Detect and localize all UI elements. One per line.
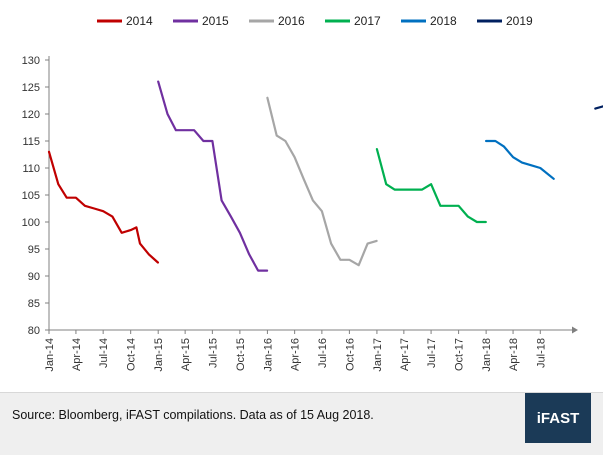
x-tick-label: Apr-15 [180,338,192,371]
ifast-logo: iFAST [525,393,591,443]
y-axis: 80 85 90 95 100 105 110 115 120 125 130 [22,55,50,337]
x-tick-label: Jan-15 [153,338,165,372]
chart: 2014 2015 2016 2017 2018 2019 80 85 90 95 100 105 1… [22,14,603,372]
series-line-2016 [266,96,378,267]
x-tick-label: Apr-17 [399,338,411,371]
source-note: Source: Bloomberg, iFAST compilations. D… [12,408,374,422]
y-tick-label: 110 [22,163,40,175]
x-axis: Jan-14 Apr-14 Jul-14 Oct-14 Jan-15 Apr-15 Jul-… [44,326,578,372]
legend-label-2019: 2019 [506,14,533,28]
series-line-2019 [594,105,603,110]
x-tick-label: Jan-14 [44,338,56,372]
x-tick-label: Jan-17 [372,338,384,372]
x-tick-label: Jul-15 [207,338,219,368]
legend: 2014 2015 2016 2017 2018 2019 [97,14,533,28]
legend-label-2015: 2015 [202,14,229,28]
plot-area [47,80,603,272]
x-tick-label: Oct-17 [454,338,466,371]
y-tick-label: 100 [22,217,40,229]
x-tick-label: Oct-14 [126,338,138,371]
x-tick-label: Jul-17 [426,338,438,368]
footer: Source: Bloomberg, iFAST compilations. D… [0,392,603,455]
x-tick-label: Jul-16 [317,338,329,368]
y-tick-label: 125 [22,82,40,94]
y-tick-label: 105 [22,190,40,202]
y-tick-label: 80 [28,325,40,337]
legend-label-2017: 2017 [354,14,381,28]
y-tick-label: 90 [28,271,40,283]
x-tick-label: Oct-16 [344,338,356,371]
y-tick-label: 85 [28,298,40,310]
x-tick-label: Jan-18 [481,338,493,372]
x-tick-label: Apr-16 [290,338,302,371]
series-line-2014 [47,150,159,264]
y-tick-label: 120 [22,109,40,121]
series-line-2017 [375,148,487,224]
x-tick-label: Apr-14 [71,338,83,371]
x-axis-arrow [572,326,578,334]
legend-label-2016: 2016 [278,14,305,28]
y-tick-label: 115 [22,136,40,148]
x-tick-label: Jul-14 [98,338,110,368]
series-line-2018 [485,139,555,180]
series-line-2015 [157,80,269,272]
y-tick-label: 130 [22,55,40,67]
x-tick-label: Jan-16 [262,338,274,372]
legend-label-2014: 2014 [126,14,153,28]
legend-label-2018: 2018 [430,14,457,28]
x-tick-label: Apr-18 [508,338,520,371]
x-tick-label: Jul-18 [535,338,547,368]
y-tick-label: 95 [28,244,40,256]
x-tick-label: Oct-15 [235,338,247,371]
